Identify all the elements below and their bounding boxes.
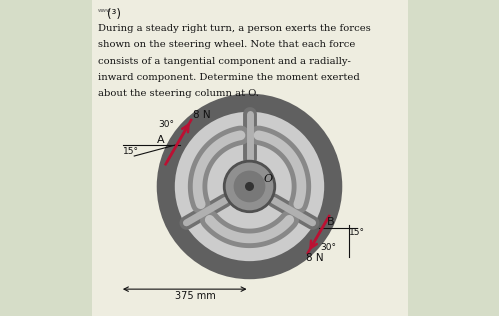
Text: B: B: [327, 217, 334, 227]
Text: www: www: [98, 8, 111, 13]
Circle shape: [174, 111, 325, 262]
FancyBboxPatch shape: [91, 0, 408, 316]
Text: 8 N: 8 N: [193, 110, 211, 120]
Text: 8 N: 8 N: [306, 253, 324, 263]
Text: (³): (³): [107, 8, 121, 21]
Text: 30°: 30°: [320, 243, 336, 252]
Text: consists of a tangential component and a radially-: consists of a tangential component and a…: [98, 57, 351, 65]
Text: 30°: 30°: [158, 120, 174, 129]
Text: 15°: 15°: [349, 228, 365, 237]
Circle shape: [166, 103, 333, 270]
Circle shape: [224, 161, 275, 212]
Text: shown on the steering wheel. Note that each force: shown on the steering wheel. Note that e…: [98, 40, 355, 49]
Circle shape: [246, 183, 253, 190]
Text: A: A: [157, 135, 164, 145]
Text: 375 mm: 375 mm: [175, 291, 216, 301]
Text: 15°: 15°: [123, 147, 139, 156]
Circle shape: [235, 171, 264, 202]
Text: O: O: [263, 174, 273, 184]
Text: about the steering column at O.: about the steering column at O.: [98, 89, 258, 98]
Text: inward component. Determine the moment exerted: inward component. Determine the moment e…: [98, 73, 360, 82]
Text: During a steady right turn, a person exerts the forces: During a steady right turn, a person exe…: [98, 24, 371, 33]
